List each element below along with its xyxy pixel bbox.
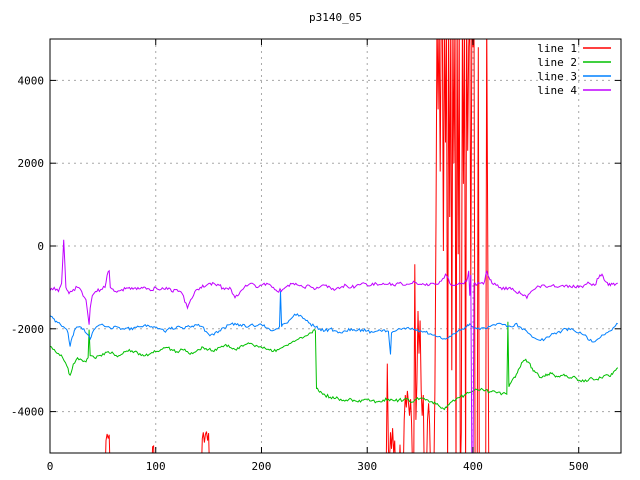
y-tick-label: -4000 — [11, 406, 44, 419]
legend-label-line-3: line 3 — [537, 70, 577, 83]
chart-title: p3140_05 — [309, 11, 362, 24]
series-line-4 — [50, 239, 618, 453]
x-tick-label: 100 — [146, 460, 166, 473]
legend-label-line-4: line 4 — [537, 84, 577, 97]
y-tick-label: 0 — [37, 240, 44, 253]
x-tick-label: 500 — [569, 460, 589, 473]
x-tick-label: 400 — [463, 460, 483, 473]
y-tick-label: 2000 — [18, 157, 45, 170]
series-group — [50, 39, 619, 453]
x-tick-label: 300 — [357, 460, 377, 473]
y-tick-label: 4000 — [18, 74, 45, 87]
x-tick-label: 0 — [47, 460, 54, 473]
series-line-2 — [50, 321, 619, 411]
legend-label-line-2: line 2 — [537, 56, 577, 69]
x-tick-label: 200 — [252, 460, 272, 473]
series-line-3 — [50, 291, 618, 355]
y-tick-label: -2000 — [11, 323, 44, 336]
legend-label-line-1: line 1 — [537, 42, 577, 55]
